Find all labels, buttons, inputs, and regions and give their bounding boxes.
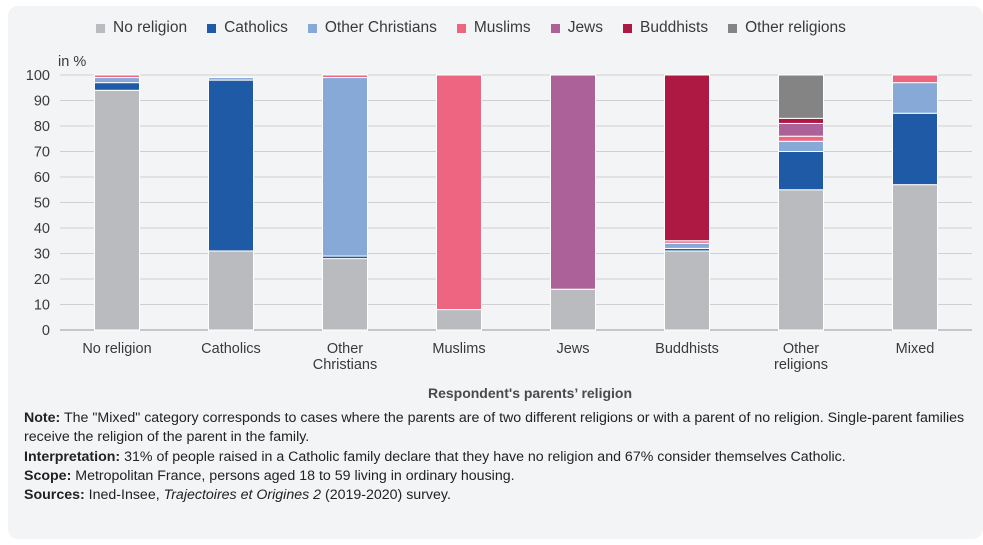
y-tick-label-100: 100 xyxy=(26,68,50,84)
bar-segment-other-christians-other-christians xyxy=(322,77,368,257)
bar-segment-other-religions-other-christians xyxy=(778,140,824,153)
x-tick-label-buddhists: Buddhists xyxy=(655,341,719,357)
legend-item-other-religions: Other religions xyxy=(728,19,846,37)
legend-label-catholics: Catholics xyxy=(224,19,288,36)
legend-swatch-catholics xyxy=(207,23,217,33)
note-paragraph: Note: The "Mixed" category corresponds t… xyxy=(24,410,965,446)
legend-item-other-christians: Other Christians xyxy=(307,19,437,37)
y-tick-label-50: 50 xyxy=(34,196,50,212)
bar-segment-other-religions-buddhists xyxy=(778,117,824,124)
y-tick-label-10: 10 xyxy=(34,298,50,314)
bar-segment-no-religion-catholics xyxy=(94,82,140,91)
bar-segment-catholics-other-christians xyxy=(208,77,254,81)
y-tick-label-0: 0 xyxy=(42,323,50,339)
y-tick-label-30: 30 xyxy=(34,247,50,263)
bar-segment-mixed-no-religion xyxy=(892,184,938,331)
bar-segment-no-religion-other-christians xyxy=(94,77,140,84)
legend-swatch-muslims xyxy=(456,23,466,33)
bar-segment-other-christians-muslims xyxy=(322,74,368,79)
x-tick-label-no-religion: No religion xyxy=(82,341,151,357)
interpretation-paragraph: Interpretation: 31% of people raised in … xyxy=(24,448,846,465)
bar-segment-no-religion-muslims xyxy=(94,74,140,79)
chart-notes: Note: The "Mixed" category corresponds t… xyxy=(24,409,969,505)
y-tick-label-90: 90 xyxy=(34,94,50,110)
y-tick-label-20: 20 xyxy=(34,272,50,288)
x-tick-label-mixed: Mixed xyxy=(896,341,935,357)
x-tick-label-other-christians: Other Christians xyxy=(313,341,377,373)
y-tick-label-40: 40 xyxy=(34,221,50,237)
bar-segment-catholics-catholics xyxy=(208,79,254,252)
bar-segment-no-religion-no-religion xyxy=(94,89,140,331)
bar-segment-mixed-catholics xyxy=(892,112,938,186)
legend-swatch-other-christians xyxy=(307,23,317,33)
x-tick-label-catholics: Catholics xyxy=(201,341,261,357)
y-tick-label-60: 60 xyxy=(34,170,50,186)
x-axis-title: Respondent's parents’ religion xyxy=(428,385,632,401)
legend-item-jews: Jews xyxy=(550,19,604,37)
bar-segment-other-religions-catholics xyxy=(778,151,824,191)
bar-segment-catholics-no-religion xyxy=(208,250,254,331)
bar-segment-jews-no-religion xyxy=(550,288,596,331)
bar-segment-muslims-muslims xyxy=(436,74,482,311)
bar-segment-other-christians-no-religion xyxy=(322,258,368,331)
bar-segment-other-religions-jews xyxy=(778,122,824,137)
x-tick-label-jews: Jews xyxy=(556,341,589,357)
legend-item-catholics: Catholics xyxy=(207,19,288,37)
legend-item-muslims: Muslims xyxy=(456,19,531,37)
bar-segment-jews-jews xyxy=(550,74,596,290)
y-tick-label-80: 80 xyxy=(34,119,50,135)
y-unit-label: in % xyxy=(58,54,86,70)
scope-paragraph: Scope: Metropolitan France, persons aged… xyxy=(24,467,515,484)
legend-label-jews: Jews xyxy=(567,19,604,36)
x-tick-label-other-religions: Other religions xyxy=(774,341,828,373)
legend-label-other-religions: Other religions xyxy=(745,19,846,36)
bar-segment-other-religions-other-religions xyxy=(778,74,824,119)
legend-label-other-christians: Other Christians xyxy=(324,19,437,36)
legend-swatch-jews xyxy=(550,23,560,33)
y-tick-label-70: 70 xyxy=(34,145,50,161)
x-tick-label-muslims: Muslims xyxy=(432,341,485,357)
legend-item-buddhists: Buddhists xyxy=(623,19,708,37)
bar-segment-mixed-other-christians xyxy=(892,82,938,114)
sources-paragraph: Sources: Ined-Insee, Trajectoires et Ori… xyxy=(24,487,451,504)
bar-segment-other-religions-no-religion xyxy=(778,189,824,331)
legend-label-buddhists: Buddhists xyxy=(640,19,709,36)
legend-label-muslims: Muslims xyxy=(473,19,531,36)
bar-segment-buddhists-no-religion xyxy=(664,250,710,331)
legend-swatch-no-religion xyxy=(96,23,105,33)
legend-swatch-buddhists xyxy=(623,23,633,33)
bar-segment-buddhists-buddhists xyxy=(664,74,710,242)
legend-label-no-religion: No religion xyxy=(113,19,188,36)
bar-segment-other-religions-muslims xyxy=(778,135,824,142)
legend-item-no-religion: No religion xyxy=(96,19,187,37)
bar-segment-mixed-muslims xyxy=(892,74,938,84)
bar-segment-muslims-no-religion xyxy=(436,309,482,331)
legend-swatch-other-religions xyxy=(728,23,738,33)
chart-legend: No religion Catholics Other Christians Musl… xyxy=(96,19,866,37)
bar-segment-buddhists-other-christians xyxy=(664,242,710,249)
